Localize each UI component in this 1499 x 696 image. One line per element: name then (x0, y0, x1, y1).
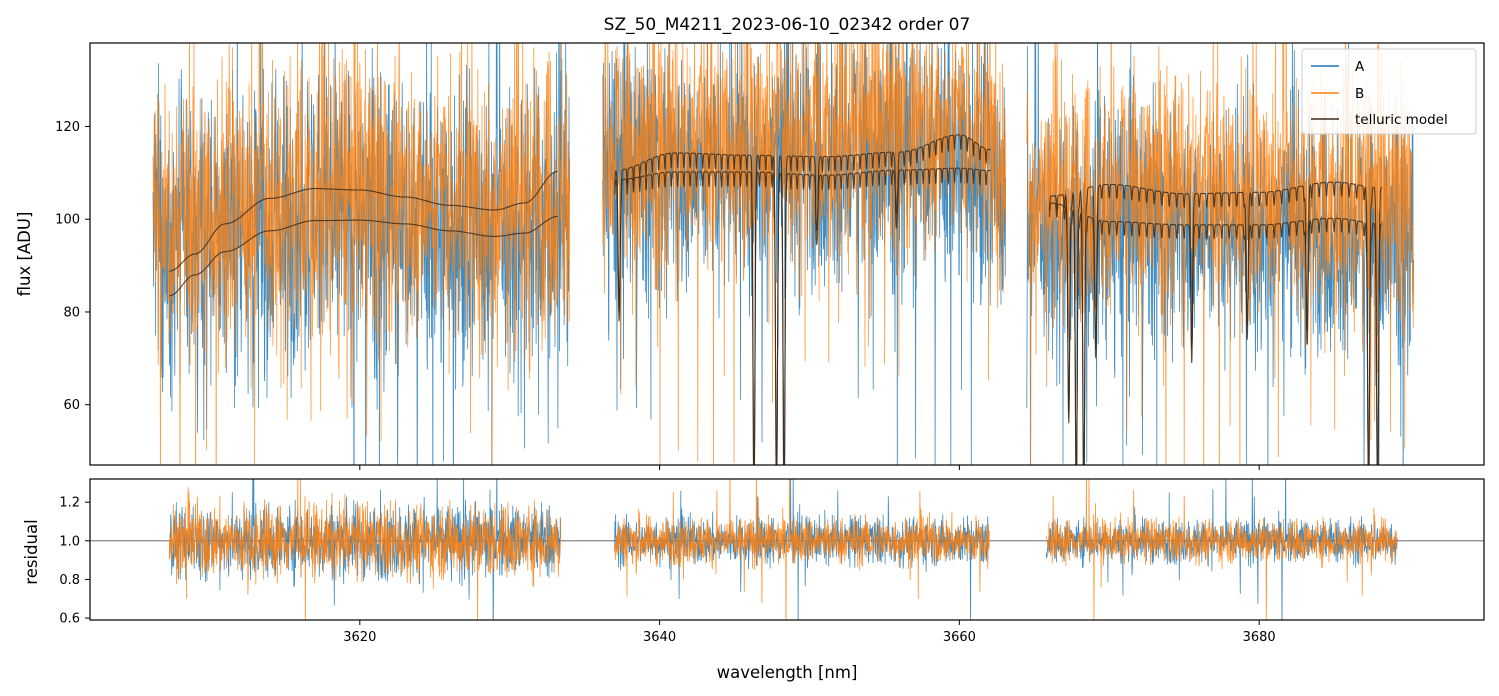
bottom-x-axis: 3620 3640 3660 3680 (343, 620, 1276, 645)
y-tick-label: 1.2 (59, 496, 80, 511)
bottom-axes-frame (89, 478, 1485, 621)
top-panel-data (152, 43, 1414, 465)
x-tick-label: 3660 (943, 630, 976, 645)
x-tick-label: 3680 (1243, 630, 1276, 645)
series-b-line (152, 43, 1414, 465)
y-tick-label: 80 (63, 305, 80, 320)
telluric-model-line (1048, 181, 1383, 465)
legend: A B telluric model (1301, 48, 1477, 135)
legend-label-a: A (1355, 59, 1365, 75)
bottom-y-axis-label: residual (22, 519, 41, 584)
bottom-panel-data (90, 479, 1484, 620)
top-axes-frame (89, 42, 1485, 466)
legend-label-b: B (1355, 86, 1364, 102)
telluric-model-line (1048, 202, 1383, 465)
residual-series-b-line (169, 479, 1398, 620)
y-tick-label: 100 (55, 213, 80, 228)
x-axis-label: wavelength [nm] (717, 663, 858, 682)
telluric-model-line (169, 170, 558, 272)
top-y-axis-label: flux [ADU] (15, 212, 34, 297)
y-tick-label: 1.0 (59, 534, 80, 549)
x-tick-label: 3640 (643, 630, 676, 645)
y-tick-label: 120 (55, 120, 80, 135)
bottom-y-axis: 0.6 0.8 1.0 1.2 (59, 496, 90, 627)
telluric-model-line (614, 167, 991, 465)
y-tick-label: 60 (63, 398, 80, 413)
top-y-axis: 60 80 100 120 (55, 120, 90, 413)
x-tick-label: 3620 (343, 630, 376, 645)
telluric-model-line (169, 215, 558, 297)
top-x-axis (359, 465, 1260, 470)
legend-label-telluric: telluric model (1355, 112, 1448, 128)
y-tick-label: 0.6 (59, 612, 80, 627)
telluric-model-line (614, 134, 991, 465)
legend-box (1301, 48, 1477, 135)
y-tick-label: 0.8 (59, 573, 80, 588)
chart-title: SZ_50_M4211_2023-06-10_02342 order 07 (604, 15, 971, 35)
